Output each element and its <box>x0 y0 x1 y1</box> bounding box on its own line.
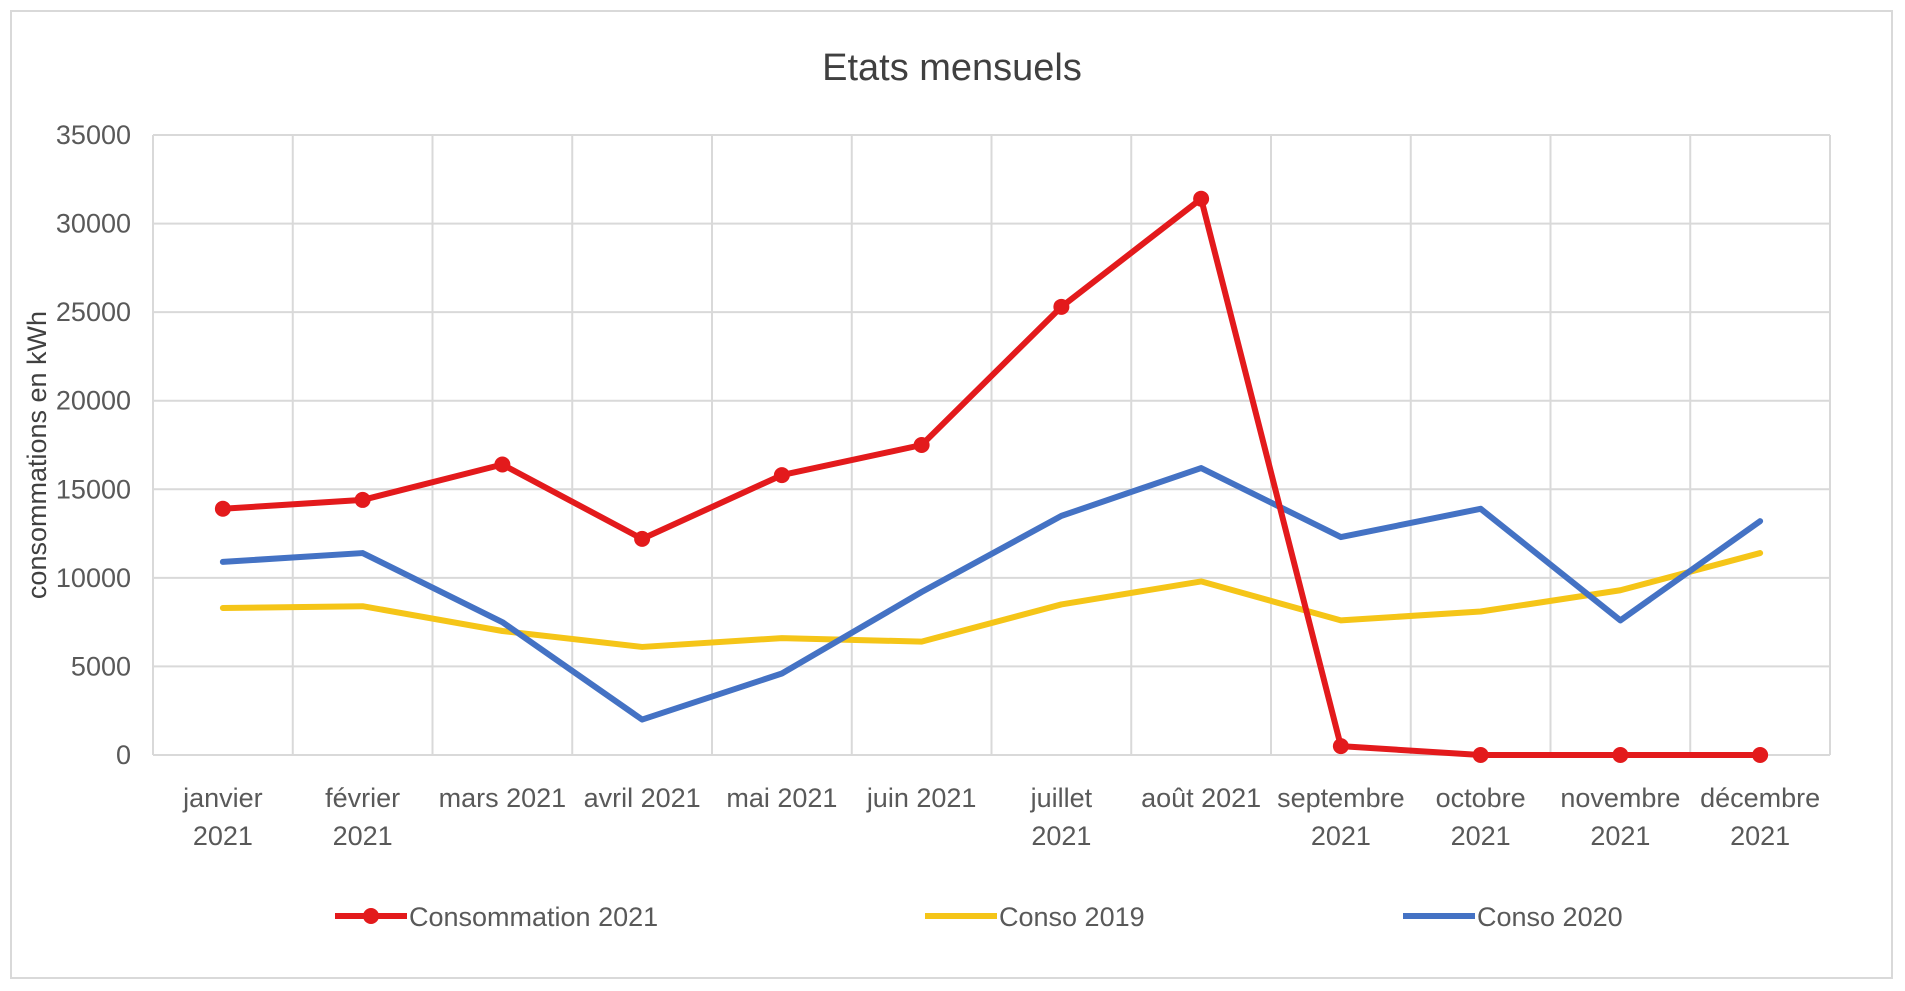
data-point <box>214 500 231 517</box>
x-tick-label-line: 2021 <box>1311 821 1371 851</box>
x-tick-label: novembre 2021 <box>1560 783 1680 851</box>
x-tick-label: février 2021 <box>325 783 400 851</box>
x-tick-label: mai 2021 <box>726 783 837 813</box>
x-tick-label: septembre 2021 <box>1277 783 1405 851</box>
y-tick-label: 10000 <box>56 563 131 593</box>
data-point <box>1053 298 1070 315</box>
x-tick-label-line: 2021 <box>1031 821 1091 851</box>
legend-item: Consommation 2021 <box>335 902 658 932</box>
x-tick-label-line: novembre <box>1560 783 1680 813</box>
y-tick-label: 20000 <box>56 386 131 416</box>
y-axis-ticks: 0 5000 10000 15000 20000 25000 30000 35000 <box>56 120 131 770</box>
series-line <box>219 550 1764 650</box>
y-tick-label: 30000 <box>56 209 131 239</box>
x-tick-label-line: septembre <box>1277 783 1405 813</box>
x-tick-label-line: octobre <box>1436 783 1526 813</box>
y-tick-label: 5000 <box>71 651 131 681</box>
x-tick-label: janvier 2021 <box>182 783 263 851</box>
data-point <box>1752 747 1769 763</box>
x-tick-label-line: avril 2021 <box>584 783 701 813</box>
x-tick-label-line: 2021 <box>1590 821 1650 851</box>
x-tick-label-line: 2021 <box>1730 821 1790 851</box>
legend: Consommation 2021 Conso 2019 Conso 2020 <box>335 902 1623 932</box>
data-point <box>354 491 371 508</box>
data-point <box>773 467 790 484</box>
x-tick-label-line: août 2021 <box>1141 783 1261 813</box>
legend-label: Conso 2020 <box>1477 902 1623 932</box>
x-tick-label: mars 2021 <box>439 783 567 813</box>
x-tick-label-line: 2021 <box>1451 821 1511 851</box>
x-tick-label-line: mars 2021 <box>439 783 567 813</box>
data-point <box>634 530 651 547</box>
x-tick-label: juin 2021 <box>866 783 977 813</box>
gridlines <box>152 134 1831 756</box>
series-2 <box>219 465 1764 723</box>
legend-marker <box>363 908 379 924</box>
data-point <box>1193 190 1210 207</box>
legend-label: Conso 2019 <box>999 902 1145 932</box>
x-tick-label-line: juin 2021 <box>866 783 977 813</box>
data-point <box>913 437 930 453</box>
y-tick-label: 35000 <box>56 120 131 150</box>
data-point <box>494 456 511 473</box>
x-tick-label-line: 2021 <box>333 821 393 851</box>
x-tick-label-line: 2021 <box>193 821 253 851</box>
y-tick-label: 25000 <box>56 297 131 327</box>
legend-label: Consommation 2021 <box>409 902 658 932</box>
data-point <box>1612 747 1629 763</box>
series-lines <box>214 190 1769 763</box>
x-tick-label: juillet 2021 <box>1030 783 1093 851</box>
data-point <box>1332 738 1349 755</box>
x-tick-label-line: décembre <box>1700 783 1820 813</box>
x-tick-label: octobre 2021 <box>1436 783 1526 851</box>
x-tick-label: décembre 2021 <box>1700 783 1820 851</box>
data-point <box>1472 747 1489 763</box>
y-axis-label: consommations en kWh <box>22 311 52 599</box>
chart-frame <box>10 10 1893 979</box>
series-1 <box>219 550 1764 650</box>
legend-item: Conso 2019 <box>925 902 1145 932</box>
chart-title: Etats mensuels <box>822 47 1082 89</box>
legend-item: Conso 2020 <box>1403 902 1623 932</box>
x-tick-label-line: mai 2021 <box>726 783 837 813</box>
series-line <box>219 195 1764 758</box>
series-line <box>219 465 1764 723</box>
y-tick-label: 15000 <box>56 474 131 504</box>
x-tick-label-line: février <box>325 783 400 813</box>
x-tick-label-line: juillet <box>1030 783 1093 813</box>
x-axis-ticks: janvier 2021 février 2021 mars 2021 avril 202… <box>182 783 1820 851</box>
x-tick-label: avril 2021 <box>584 783 701 813</box>
series-0 <box>214 190 1769 763</box>
x-tick-label-line: janvier <box>182 783 263 813</box>
x-tick-label: août 2021 <box>1141 783 1261 813</box>
y-tick-label: 0 <box>116 740 131 770</box>
